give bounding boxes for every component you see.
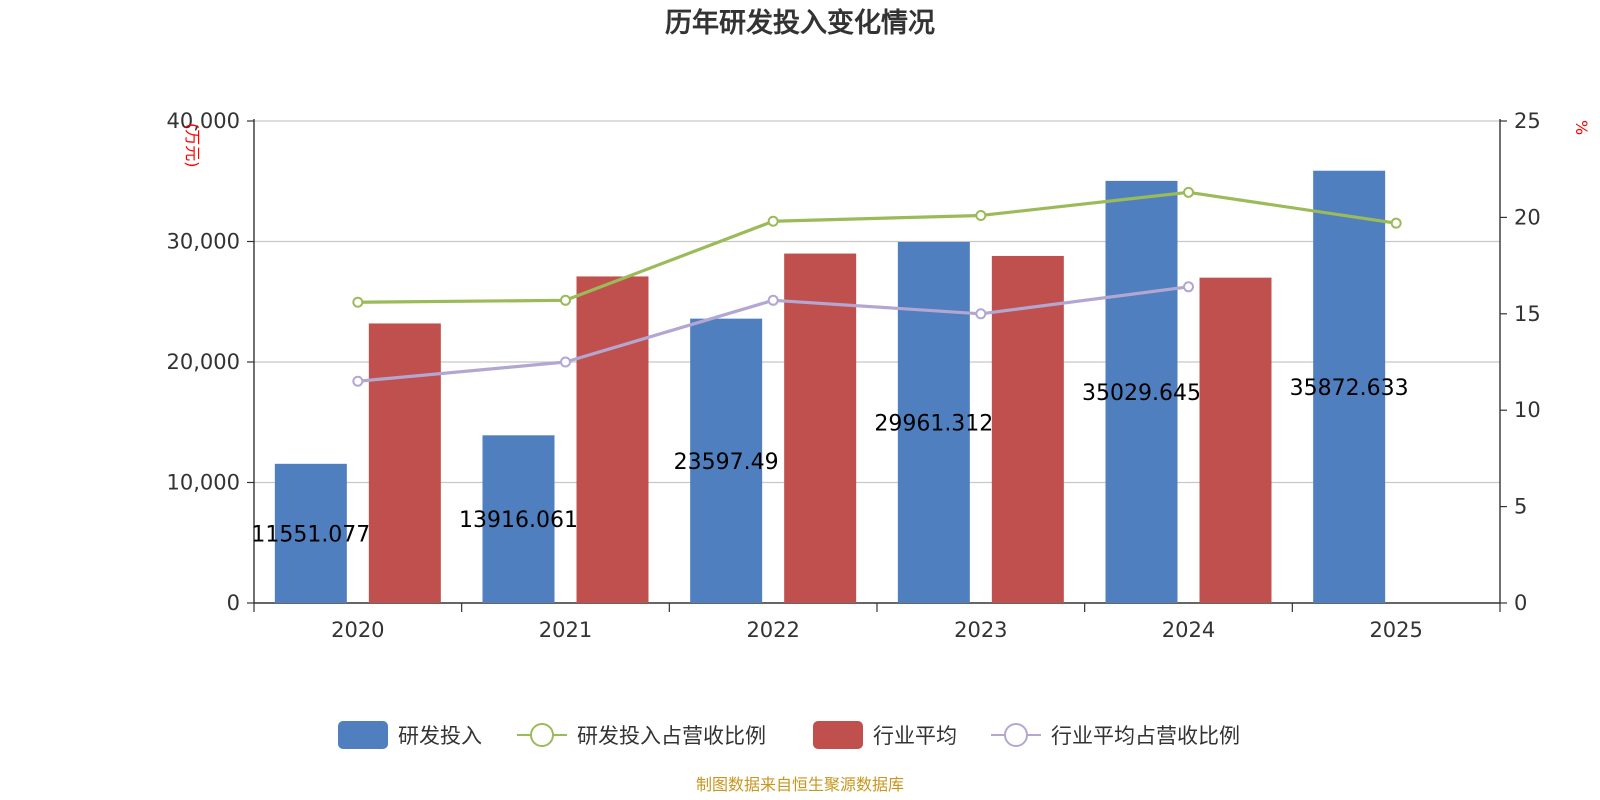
- point-rd-ratio: [353, 298, 362, 307]
- left-axis-tick-label: 40,000: [167, 109, 240, 133]
- x-axis-tick-label: 2021: [539, 618, 592, 642]
- legend-swatch-marker: [1005, 724, 1027, 746]
- bar-data-label: 13916.061: [459, 508, 578, 533]
- bar-data-label: 35029.645: [1082, 381, 1201, 406]
- right-axis-tick-label: 10: [1514, 398, 1541, 422]
- point-industry-ratio: [1184, 282, 1193, 291]
- bar-data-label: 29961.312: [874, 411, 993, 436]
- x-axis-tick-label: 2023: [954, 618, 1007, 642]
- point-industry-ratio: [769, 296, 778, 305]
- bar-data-label: 23597.49: [674, 450, 779, 475]
- x-axis-tick-label: 2022: [746, 618, 799, 642]
- bar-data-label: 35872.633: [1290, 376, 1409, 401]
- left-axis-tick-label: 30,000: [167, 230, 240, 254]
- left-axis-tick-label: 20,000: [167, 350, 240, 374]
- right-axis-tick-label: 20: [1514, 205, 1541, 229]
- point-rd-ratio: [1184, 188, 1193, 197]
- bar-industry-average: [369, 323, 441, 603]
- legend: 研发投入 研发投入占营收比例 行业平均 行业平均占营收比例: [338, 721, 1240, 749]
- left-axis-tick-label: 10,000: [167, 471, 240, 495]
- x-axis-tick-label: 2020: [331, 618, 384, 642]
- legend-label: 研发投入占营收比例: [577, 724, 766, 748]
- left-axis-unit: (万元): [183, 123, 202, 168]
- point-rd-ratio: [1392, 219, 1401, 228]
- point-rd-ratio: [976, 211, 985, 220]
- chart-title: 历年研发投入变化情况: [665, 7, 935, 39]
- point-industry-ratio: [561, 358, 570, 367]
- point-industry-ratio: [976, 309, 985, 318]
- left-axis-tick-label: 0: [227, 591, 240, 615]
- right-axis-tick-label: 5: [1514, 495, 1527, 519]
- point-industry-ratio: [353, 377, 362, 386]
- bars: [275, 171, 1385, 603]
- right-axis-tick-label: 25: [1514, 109, 1541, 133]
- legend-label: 研发投入: [398, 724, 482, 748]
- bar-data-label: 11551.077: [251, 522, 370, 547]
- legend-swatch: [338, 721, 388, 749]
- point-rd-ratio: [561, 296, 570, 305]
- right-axis-tick-label: 0: [1514, 591, 1527, 615]
- bar-industry-average: [577, 276, 649, 603]
- right-axis-tick-label: 15: [1514, 302, 1541, 326]
- x-axis-tick-label: 2024: [1162, 618, 1215, 642]
- legend-swatch-marker: [531, 724, 553, 746]
- legend-swatch: [813, 721, 863, 749]
- source-note: 制图数据来自恒生聚源数据库: [696, 775, 904, 794]
- bar-industry-average: [1200, 278, 1272, 603]
- x-axis-tick-label: 2025: [1369, 618, 1422, 642]
- legend-label: 行业平均: [873, 724, 957, 748]
- right-axis-unit: %: [1572, 120, 1591, 135]
- legend-label: 行业平均占营收比例: [1051, 724, 1240, 748]
- point-rd-ratio: [769, 217, 778, 226]
